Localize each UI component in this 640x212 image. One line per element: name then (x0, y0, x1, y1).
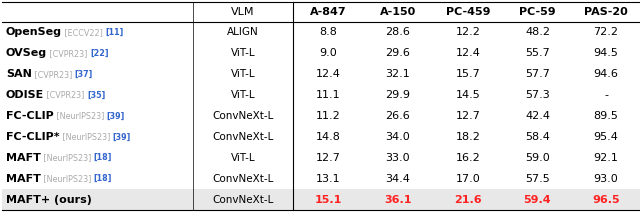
Text: [39]: [39] (113, 132, 131, 141)
Text: 34.4: 34.4 (385, 174, 410, 184)
Text: OVSeg: OVSeg (6, 48, 47, 58)
Text: ODISE: ODISE (6, 90, 44, 100)
Text: ConvNeXt-L: ConvNeXt-L (212, 132, 274, 142)
Text: 92.1: 92.1 (593, 153, 618, 163)
Text: 94.5: 94.5 (593, 48, 618, 58)
Text: 11.1: 11.1 (316, 90, 340, 100)
Text: [35]: [35] (87, 91, 106, 100)
Text: ViT-L: ViT-L (230, 153, 255, 163)
Text: 26.6: 26.6 (386, 111, 410, 121)
Text: [ECCV22]: [ECCV22] (62, 28, 106, 37)
Text: ConvNeXt-L: ConvNeXt-L (212, 174, 274, 184)
Text: FC-CLIP: FC-CLIP (6, 111, 54, 121)
Text: [11]: [11] (106, 28, 124, 37)
Text: 13.1: 13.1 (316, 174, 340, 184)
Text: 34.0: 34.0 (386, 132, 410, 142)
Text: 42.4: 42.4 (525, 111, 550, 121)
Text: ALIGN: ALIGN (227, 27, 259, 38)
Text: 58.4: 58.4 (525, 132, 550, 142)
Text: [NeurIPS23]: [NeurIPS23] (54, 112, 107, 120)
Text: 15.7: 15.7 (456, 69, 481, 79)
Text: 9.0: 9.0 (319, 48, 337, 58)
Text: PC-59: PC-59 (519, 7, 556, 17)
Text: 55.7: 55.7 (525, 48, 550, 58)
Text: [CVPR23]: [CVPR23] (47, 49, 90, 58)
Text: [18]: [18] (93, 153, 112, 162)
Text: 12.7: 12.7 (316, 153, 340, 163)
Text: 16.2: 16.2 (456, 153, 481, 163)
Text: A-150: A-150 (380, 7, 416, 17)
Text: 59.0: 59.0 (525, 153, 550, 163)
Text: 33.0: 33.0 (386, 153, 410, 163)
Text: [CVPR23]: [CVPR23] (32, 70, 75, 79)
Text: ViT-L: ViT-L (230, 90, 255, 100)
Text: [NeurIPS23]: [NeurIPS23] (60, 132, 113, 141)
Text: VLM: VLM (231, 7, 255, 17)
Text: 72.2: 72.2 (593, 27, 618, 38)
Text: 12.7: 12.7 (456, 111, 481, 121)
Text: [CVPR23]: [CVPR23] (44, 91, 87, 100)
Text: -: - (604, 90, 608, 100)
Text: [18]: [18] (93, 174, 112, 183)
Text: 57.5: 57.5 (525, 174, 550, 184)
Text: [22]: [22] (90, 49, 109, 58)
Text: 36.1: 36.1 (384, 195, 412, 205)
Text: 28.6: 28.6 (385, 27, 410, 38)
Text: 12.4: 12.4 (316, 69, 340, 79)
Text: PAS-20: PAS-20 (584, 7, 628, 17)
Text: A-847: A-847 (310, 7, 346, 17)
Text: 12.2: 12.2 (456, 27, 481, 38)
Text: 89.5: 89.5 (593, 111, 618, 121)
Text: ViT-L: ViT-L (230, 69, 255, 79)
Text: ViT-L: ViT-L (230, 48, 255, 58)
Text: 21.6: 21.6 (454, 195, 482, 205)
Text: [39]: [39] (107, 112, 125, 120)
Text: PC-459: PC-459 (445, 7, 490, 17)
Text: MAFT+ (ours): MAFT+ (ours) (6, 195, 92, 205)
Text: 12.4: 12.4 (456, 48, 481, 58)
Text: 17.0: 17.0 (456, 174, 481, 184)
Text: 96.5: 96.5 (592, 195, 620, 205)
Text: 94.6: 94.6 (593, 69, 618, 79)
Text: 15.1: 15.1 (314, 195, 342, 205)
Text: 8.8: 8.8 (319, 27, 337, 38)
Text: 29.6: 29.6 (385, 48, 410, 58)
Text: 57.7: 57.7 (525, 69, 550, 79)
Text: 95.4: 95.4 (593, 132, 618, 142)
Text: 14.8: 14.8 (316, 132, 340, 142)
Text: MAFT: MAFT (6, 153, 41, 163)
Text: ConvNeXt-L: ConvNeXt-L (212, 195, 274, 205)
Text: SAN: SAN (6, 69, 32, 79)
Text: 29.9: 29.9 (385, 90, 410, 100)
Text: 18.2: 18.2 (456, 132, 481, 142)
Text: OpenSeg: OpenSeg (6, 27, 62, 38)
Text: [NeurIPS23]: [NeurIPS23] (41, 174, 93, 183)
Text: 14.5: 14.5 (456, 90, 481, 100)
Text: 57.3: 57.3 (525, 90, 550, 100)
Text: [37]: [37] (75, 70, 93, 79)
Text: MAFT: MAFT (6, 174, 41, 184)
Bar (2, 189, 640, 210)
Text: 93.0: 93.0 (594, 174, 618, 184)
Text: 48.2: 48.2 (525, 27, 550, 38)
Text: 59.4: 59.4 (524, 195, 551, 205)
Text: FC-CLIP*: FC-CLIP* (6, 132, 60, 142)
Text: 32.1: 32.1 (386, 69, 410, 79)
Text: ConvNeXt-L: ConvNeXt-L (212, 111, 274, 121)
Text: 11.2: 11.2 (316, 111, 340, 121)
Text: [NeurIPS23]: [NeurIPS23] (41, 153, 93, 162)
